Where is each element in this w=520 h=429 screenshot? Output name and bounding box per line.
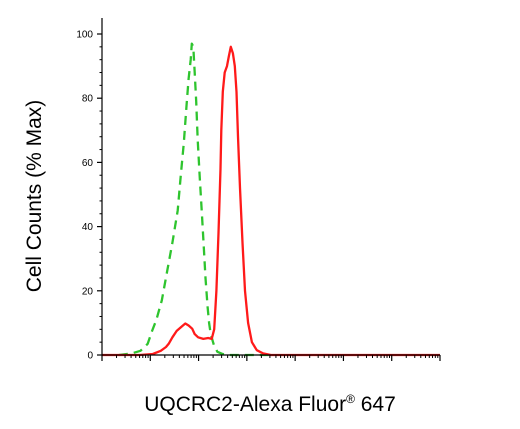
x-axis-title-suffix: 647 — [355, 393, 396, 416]
x-axis-title: UQCRC2-Alexa Fluor® 647 — [144, 392, 396, 416]
x-axis-title-main: UQCRC2-Alexa Fluor — [144, 393, 346, 416]
y-tick-label: 80 — [82, 94, 94, 105]
series-line-1 — [118, 42, 273, 357]
y-tick-label: 0 — [87, 351, 93, 362]
y-axis-title: Cell Counts (% Max) — [23, 100, 46, 293]
x-axis-title-superscript: ® — [346, 392, 355, 406]
y-tick-label: 20 — [82, 286, 94, 297]
plot-area — [102, 42, 440, 357]
axes: 0 20 40 60 80 100 — [76, 18, 441, 362]
y-tick-label: 60 — [82, 158, 94, 169]
y-tick-label: 40 — [82, 222, 94, 233]
series-line-2 — [102, 45, 440, 357]
y-tick-label: 100 — [76, 30, 93, 41]
